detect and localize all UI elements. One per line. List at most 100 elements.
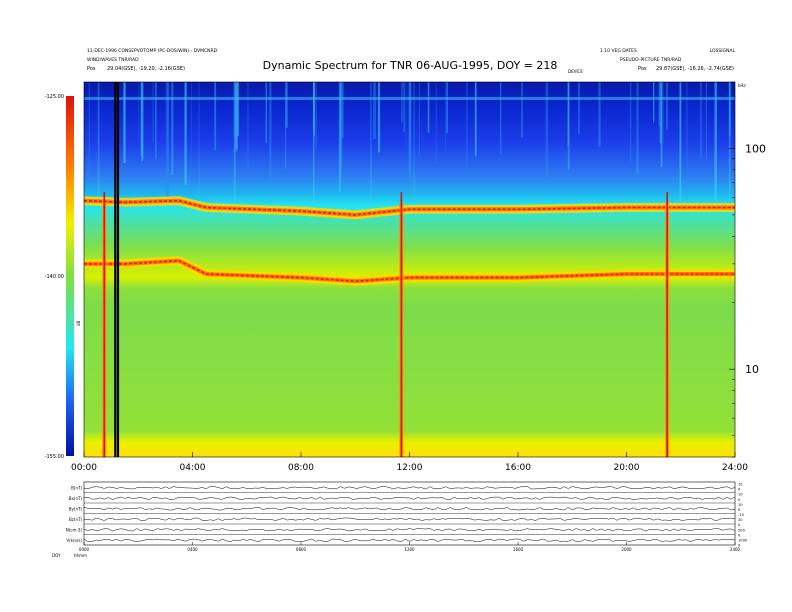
spectrogram-streak bbox=[165, 82, 168, 203]
colorbar-label: dB bbox=[76, 320, 81, 326]
line-panel-right-tick: 1000 bbox=[738, 538, 748, 542]
header-right-pos-label: Pos bbox=[638, 66, 647, 72]
spectrogram-streak bbox=[521, 82, 523, 138]
emission-line-peak bbox=[84, 259, 735, 283]
colorbar-tick-mid: -140.00 bbox=[45, 274, 64, 280]
spectrogram-streak bbox=[88, 82, 90, 175]
line-panel-x-tick-label: 0000 bbox=[79, 547, 90, 552]
header-left-pos-value: 29.04(GSE), -19.20, -2.16(GSE) bbox=[107, 66, 185, 72]
burst-core bbox=[103, 192, 106, 457]
spectrogram-streak bbox=[567, 82, 570, 170]
line-panel-right-tick: 0 bbox=[738, 508, 741, 512]
burst-core bbox=[666, 192, 668, 457]
colorbar: -125.00 -140.00 -155.00 dB bbox=[45, 94, 81, 460]
header-right-pos-value: 29.87(GSE), -16.26, -2.74(GSE) bbox=[656, 66, 734, 72]
spectrogram-gaps bbox=[114, 82, 120, 457]
line-panel-right-tick: 0 bbox=[738, 544, 741, 548]
x-tick-label: 20:00 bbox=[614, 463, 640, 473]
spectrogram-streak bbox=[235, 82, 238, 150]
spectrogram-streak bbox=[474, 82, 477, 156]
spectrogram-streak bbox=[373, 82, 376, 139]
spectrogram-streak bbox=[401, 82, 403, 123]
spectrogram-streak bbox=[598, 82, 601, 147]
colorbar-tick-bottom: -155.00 bbox=[45, 454, 64, 460]
spectrogram-streak bbox=[184, 82, 187, 185]
line-panel-right-tick: 500 bbox=[738, 528, 746, 532]
x-tick-label: 00:00 bbox=[71, 463, 97, 473]
spectrogram-streak bbox=[377, 82, 381, 153]
line-panels: B(nT)Bx(nT)By(nT)Bz(nT)N(cm-3)V(km/s)100… bbox=[66, 481, 748, 548]
line-panel-label: V(km/s) bbox=[66, 538, 82, 543]
spectrogram-streak bbox=[567, 82, 569, 147]
spectrogram-streak bbox=[666, 82, 668, 130]
header-left-pos-label: Pos bbox=[87, 66, 96, 72]
spectrogram-streak bbox=[142, 82, 144, 160]
spectrogram-streak bbox=[636, 82, 639, 174]
spectrogram-top-band bbox=[84, 97, 735, 100]
spectrogram-streak bbox=[152, 82, 154, 143]
spectrogram-streak bbox=[338, 82, 342, 193]
x-axis: 00:00 04:00 08:00 12:00 16:00 20:00 24:00 bbox=[71, 452, 748, 473]
header-left-line2: WIND/WAVES TNR/RAD bbox=[87, 57, 139, 63]
x-tick-label: 16:00 bbox=[505, 463, 531, 473]
spectrogram-streak bbox=[427, 82, 430, 133]
spectrogram-streaks bbox=[84, 82, 735, 212]
y-tick-label: 10 bbox=[745, 363, 759, 376]
line-panel-x-tick-label: 2400 bbox=[730, 547, 741, 552]
line-panel-trace bbox=[83, 517, 736, 521]
line-panel-trace bbox=[83, 528, 736, 532]
spectrogram-streak bbox=[578, 82, 580, 135]
spectrogram-streak bbox=[728, 82, 731, 136]
spectrogram-streak bbox=[465, 82, 468, 167]
x-tick-label: 04:00 bbox=[180, 463, 206, 473]
spectrogram-streak bbox=[435, 82, 437, 164]
line-panel-label: By(nT) bbox=[69, 506, 83, 511]
spectrogram-streak bbox=[214, 82, 217, 151]
spectrogram-streak bbox=[705, 82, 708, 162]
line-panel-right-tick: 10 bbox=[738, 493, 743, 497]
spectrogram-streak bbox=[97, 82, 100, 197]
spectrogram-streak bbox=[269, 82, 272, 182]
spectrogram bbox=[84, 82, 735, 457]
line-panel-trace bbox=[83, 486, 736, 490]
line-panel-label: Bx(nT) bbox=[69, 496, 83, 501]
spectrogram-streak bbox=[140, 82, 142, 156]
line-panel-right-tick: 0 bbox=[738, 523, 741, 527]
spectrogram-streak bbox=[285, 82, 288, 128]
line-panel-x-tick-label: 0400 bbox=[187, 547, 198, 552]
spectrogram-streak bbox=[403, 82, 406, 133]
corner-unit-label: kHz bbox=[738, 83, 745, 88]
footer-label: hhmm bbox=[74, 553, 87, 558]
spectrogram-streak bbox=[285, 82, 287, 169]
spectrogram-streak bbox=[247, 82, 249, 168]
spectrogram-streak bbox=[545, 82, 549, 177]
spectrogram-streak bbox=[728, 82, 731, 201]
line-panel-trace bbox=[83, 538, 736, 542]
spectrogram-streak bbox=[714, 82, 717, 200]
spectrogram-streak bbox=[171, 82, 174, 175]
spectrogram-streak bbox=[191, 82, 192, 179]
header-right-line1: 1.10 VEG DATES bbox=[600, 48, 637, 54]
spectrogram-streak bbox=[233, 82, 236, 138]
spectrogram-streak bbox=[341, 82, 344, 139]
line-panel-trace bbox=[83, 496, 736, 500]
spectrogram-streak bbox=[659, 82, 662, 144]
y-tick-label: 100 bbox=[745, 142, 766, 155]
spectrogram-streak bbox=[166, 82, 169, 199]
line-panel-right-tick: 20 bbox=[738, 518, 743, 522]
colorbar-tick-top: -125.00 bbox=[45, 94, 64, 100]
emission-line-peak bbox=[84, 199, 735, 216]
spectrogram-bursts bbox=[102, 192, 670, 457]
line-panel-right-tick: 10 bbox=[738, 503, 743, 507]
spectrogram-streak bbox=[237, 82, 240, 137]
spectrogram-streak bbox=[313, 82, 315, 210]
spectrogram-streak bbox=[198, 82, 200, 207]
header-device-label: DEVICE bbox=[568, 69, 583, 74]
x-tick-label: 08:00 bbox=[288, 463, 314, 473]
spectrogram-streak bbox=[370, 82, 372, 210]
line-panel-label: N(cm-3) bbox=[66, 527, 83, 532]
chart-title: Dynamic Spectrum for TNR 06-AUG-1995, DO… bbox=[263, 59, 558, 72]
line-panel-right-tick: 0 bbox=[738, 533, 741, 537]
y-axis: 100 10 bbox=[729, 81, 766, 458]
